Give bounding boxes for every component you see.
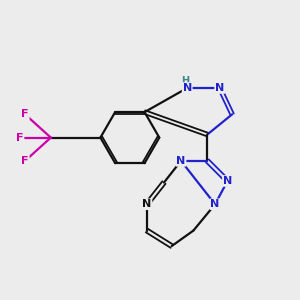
Text: F: F (21, 110, 29, 119)
Text: H: H (181, 76, 189, 86)
Text: N: N (183, 83, 192, 93)
Text: N: N (223, 176, 232, 186)
Text: N: N (215, 83, 224, 93)
Text: N: N (176, 156, 186, 166)
Text: N: N (142, 199, 152, 209)
Text: F: F (21, 156, 29, 166)
Text: F: F (16, 133, 24, 142)
Text: N: N (211, 199, 220, 209)
